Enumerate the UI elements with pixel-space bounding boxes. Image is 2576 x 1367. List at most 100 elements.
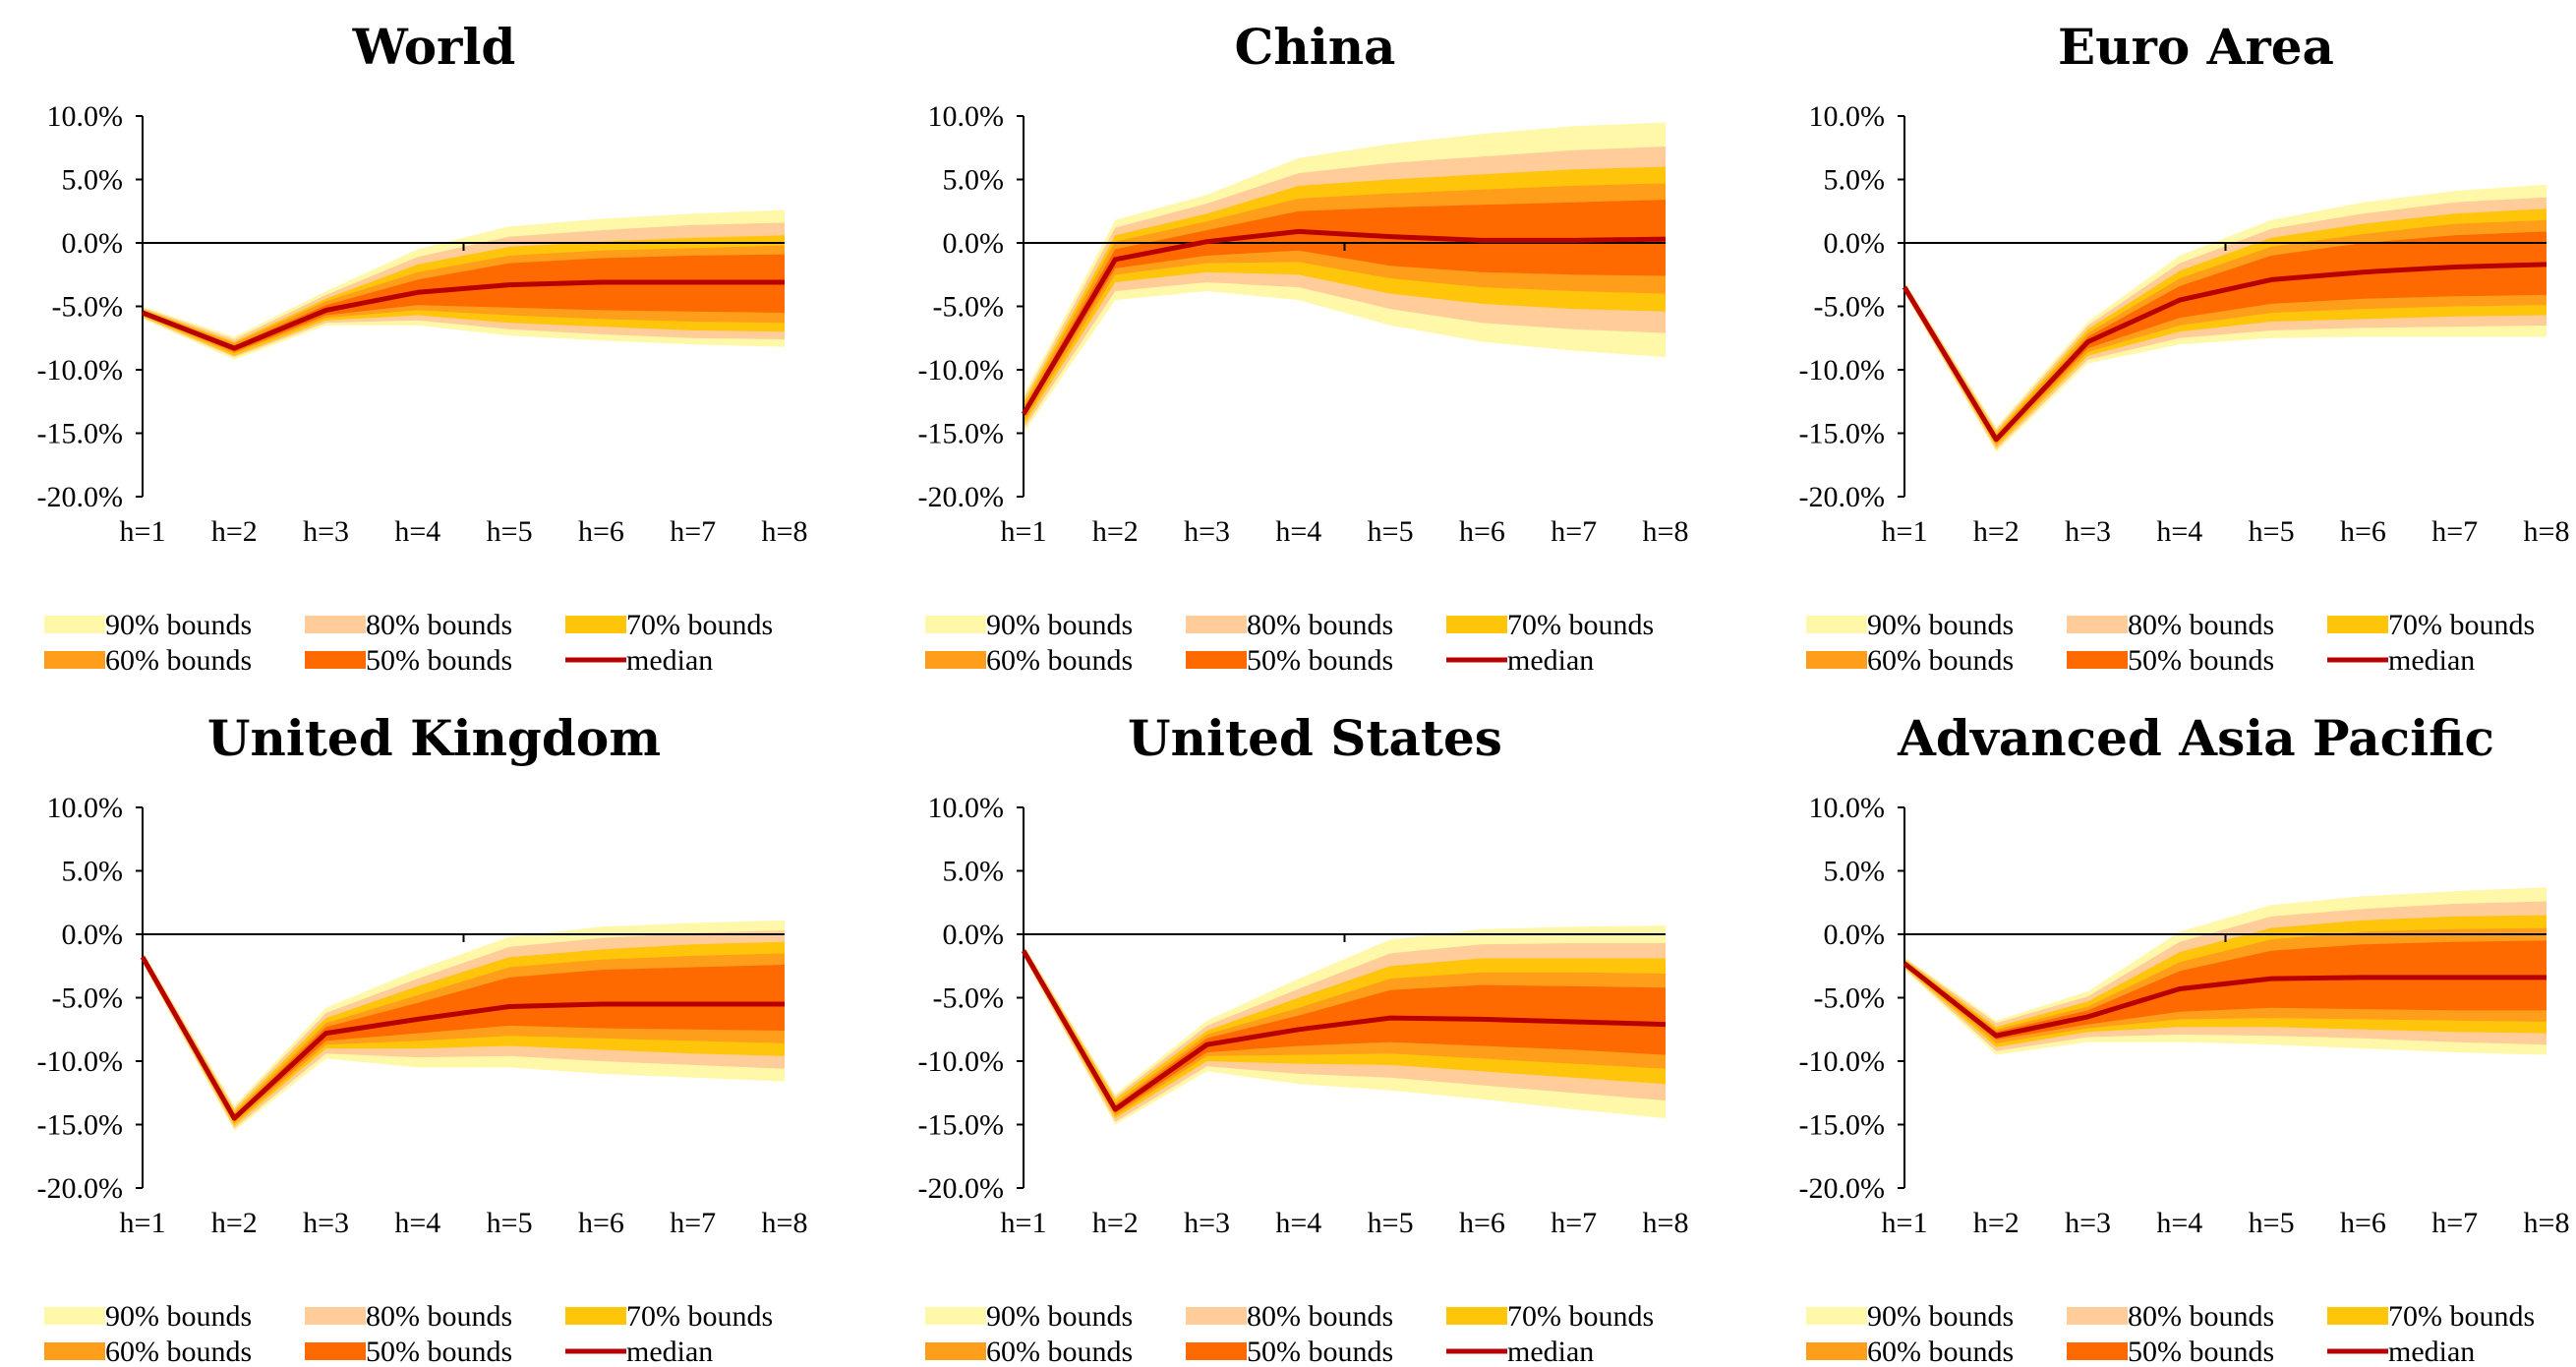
panel-advanced-asia-pacific: Advanced Asia Pacific 10.0% 5.0% 0.0% -5.0% -… [1799,709,2570,1367]
legend-label: median [2388,1336,2475,1367]
legend-label: 80% bounds [366,1300,512,1333]
legend-swatch-80-bounds [1186,1307,1247,1325]
x-tick-label: h=7 [2431,1207,2478,1239]
legend-swatch-50-bounds [2067,651,2128,669]
y-tick-label: -20.0% [37,1172,123,1205]
legend-label: 50% bounds [366,644,512,677]
legend-swatch-70-bounds [1446,616,1507,633]
legend-swatch-60-bounds [925,651,986,669]
legend-swatch-60-bounds [44,1342,105,1360]
legend-swatch-50-bounds [1186,1342,1247,1360]
legend-swatch-70-bounds [2327,1307,2388,1325]
legend-swatch-80-bounds [305,616,366,633]
legend-swatch-90-bounds [1806,1307,1867,1325]
legend-label: 90% bounds [105,609,252,641]
legend-label: 90% bounds [105,1300,252,1333]
legend-label: 70% bounds [626,609,773,641]
legend-swatch-60-bounds [1806,1342,1867,1360]
x-tick-label: h=3 [1184,1207,1230,1239]
y-tick-label: 0.0% [1824,227,1886,260]
x-tick-label: h=3 [303,1207,349,1239]
x-tick-label: h=5 [1368,515,1414,548]
y-tick-label: 0.0% [943,919,1005,951]
x-tick-label: h=1 [120,1207,166,1239]
panel-china: China 10.0% 5.0% 0.0% -5.0% -10.0% -15.0% -20.0… [918,18,1689,677]
legend-label: 90% bounds [986,1300,1133,1333]
legend-swatch-50-bounds [305,1342,366,1360]
y-tick-label: 10.0% [928,792,1005,824]
y-tick-label: -5.0% [933,291,1004,324]
median-line [1902,262,2547,443]
legend-label: 90% bounds [1867,609,2014,641]
legend: 90% bounds 80% bounds 70% bounds 60% bounds… [44,609,773,677]
legend-label: 70% bounds [2388,1300,2535,1333]
legend-label: 50% bounds [366,1336,512,1367]
legend-label: 60% bounds [1867,1336,2014,1367]
legend-swatch-70-bounds [2327,616,2388,633]
legend-swatch-90-bounds [925,616,986,633]
legend-swatch-50-bounds [305,651,366,669]
legend-swatch-80-bounds [2067,616,2128,633]
y-tick-label: -15.0% [37,418,123,450]
legend-label: 80% bounds [1247,609,1393,641]
y-tick-label: -10.0% [37,1045,123,1078]
x-tick-label: h=8 [2524,515,2570,548]
legend-label: median [1507,1336,1594,1367]
y-tick-label: 5.0% [1824,164,1886,197]
band-50-bounds [143,955,785,1121]
x-tick-label: h=8 [1643,1207,1689,1239]
y-tick-label: 10.0% [1809,792,1886,824]
legend-swatch-50-bounds [1186,651,1247,669]
legend-label: 60% bounds [105,644,252,677]
legend-label: 60% bounds [986,1336,1133,1367]
x-tick-label: h=5 [487,515,533,548]
x-tick-label: h=4 [1275,515,1321,548]
x-tick-label: h=4 [1275,1207,1321,1239]
y-tick-label: 0.0% [62,227,124,260]
panel-title: Euro Area [2058,18,2334,76]
legend-swatch-70-bounds [565,1307,626,1325]
y-tick-label: -10.0% [918,354,1004,386]
legend-label: 60% bounds [1867,644,2014,677]
x-tick-label: h=2 [211,1207,258,1239]
y-tick-label: -10.0% [1799,354,1885,386]
y-tick-label: -5.0% [933,982,1004,1015]
x-tick-label: h=3 [2065,1207,2111,1239]
x-tick-label: h=4 [394,515,440,548]
panel-united-kingdom: United Kingdom 10.0% 5.0% 0.0% -5.0% -10.0% -1… [37,709,808,1367]
legend-label: 60% bounds [105,1336,252,1367]
legend-swatch-80-bounds [305,1307,366,1325]
x-tick-label: h=4 [2156,1207,2202,1239]
panel-world: World 10.0% 5.0% 0.0% -5.0% -10.0% -15.0% -20.0… [37,18,808,677]
y-tick-label: 0.0% [1824,919,1886,951]
legend-label: 80% bounds [1247,1300,1393,1333]
x-tick-label: h=8 [1643,515,1689,548]
legend-swatch-80-bounds [1186,616,1247,633]
legend-label: median [1507,644,1594,677]
x-tick-label: h=5 [2249,515,2295,548]
legend-label: 50% bounds [1247,644,1393,677]
legend-swatch-90-bounds [44,616,105,633]
x-tick-label: h=2 [1092,515,1139,548]
x-tick-label: h=6 [578,1207,624,1239]
panel-title: China [1235,18,1396,76]
x-tick-label: h=8 [762,1207,808,1239]
y-tick-label: -20.0% [918,481,1004,513]
y-tick-label: -10.0% [1799,1045,1885,1078]
panel-euro-area: Euro Area 10.0% 5.0% 0.0% -5.0% -10.0% -15.0% -… [1799,18,2570,677]
y-tick-label: 5.0% [62,856,124,888]
y-tick-label: -20.0% [1799,1172,1885,1205]
y-tick-label: -10.0% [37,354,123,386]
band-50-bounds [1904,940,2547,1040]
y-tick-label: -10.0% [918,1045,1004,1078]
y-tick-label: -20.0% [1799,481,1885,513]
panel-title: World [352,18,516,76]
y-tick-label: -15.0% [37,1109,123,1142]
x-tick-label: h=5 [487,1207,533,1239]
x-tick-label: h=3 [2065,515,2111,548]
y-tick-label: -20.0% [37,481,123,513]
x-tick-label: h=3 [303,515,349,548]
y-tick-label: 0.0% [943,227,1005,260]
y-tick-label: 10.0% [1809,100,1886,133]
legend-label: 80% bounds [2128,1300,2274,1333]
